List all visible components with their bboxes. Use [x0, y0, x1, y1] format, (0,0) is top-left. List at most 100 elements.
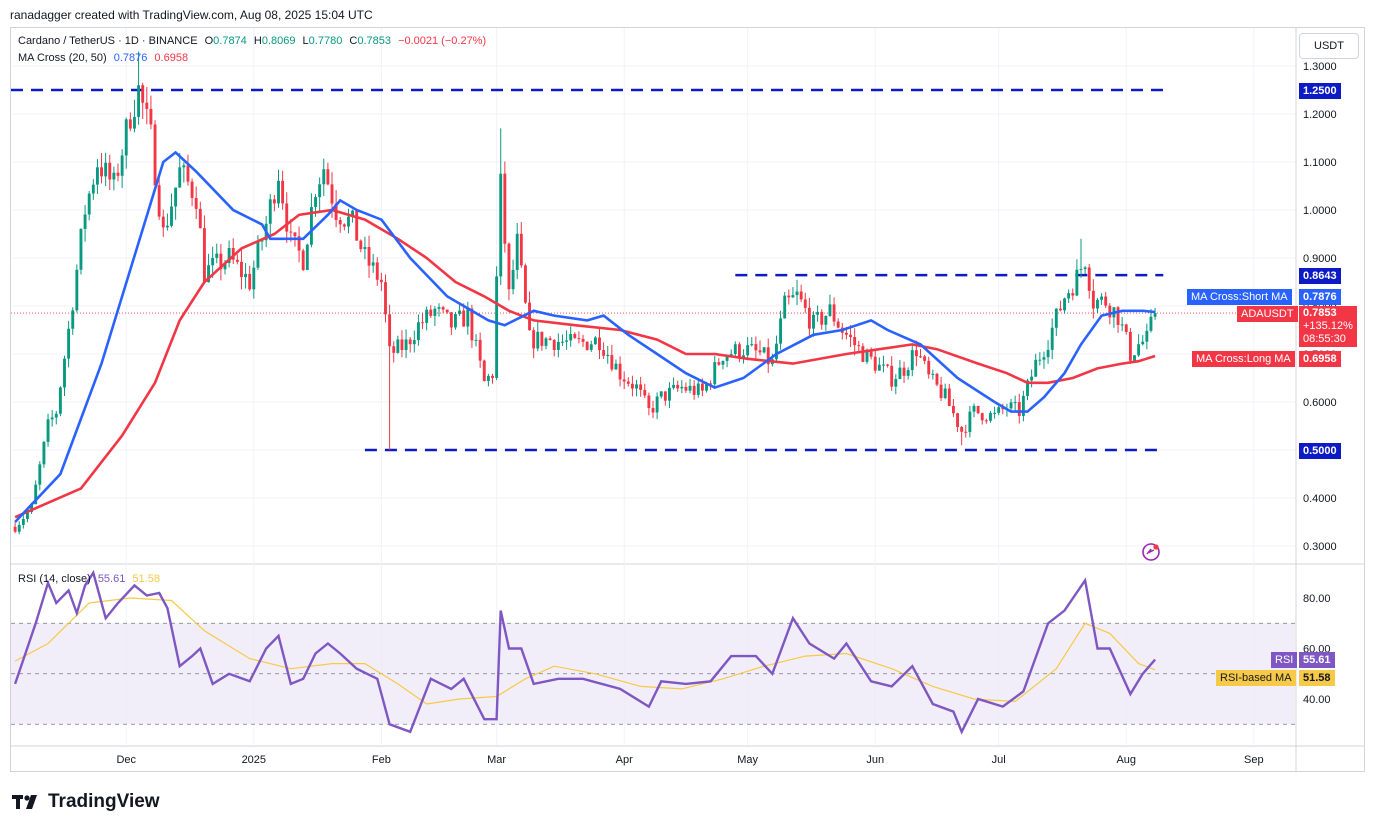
candle-body	[305, 244, 309, 271]
candle-body	[388, 314, 392, 347]
candle-body	[869, 349, 873, 357]
candle-body	[766, 347, 770, 365]
candle-body	[227, 247, 231, 264]
rsi-price-tag: 55.61	[1299, 652, 1335, 668]
candle-body	[980, 413, 984, 421]
candle-body	[589, 344, 593, 350]
candle-body	[787, 295, 791, 298]
candle-body	[902, 367, 906, 376]
candle-body	[1071, 293, 1075, 296]
rsi-indicator-name[interactable]: RSI (14, close)	[18, 573, 91, 585]
candle-body	[1017, 402, 1021, 416]
ma-legend: MA Cross (20, 50) 0.7876 0.6958	[18, 52, 192, 64]
candle-body	[1153, 313, 1157, 317]
candle-body	[923, 356, 927, 361]
time-tick-label: May	[737, 754, 758, 766]
current-price-tag: 0.7853 +135.12% 08:55:30	[1299, 306, 1357, 347]
candle-body	[194, 197, 198, 209]
candle-body	[561, 341, 564, 343]
ma-long-price-tag: 0.6958	[1299, 351, 1341, 367]
candle-body	[67, 328, 71, 359]
candle-body	[696, 383, 700, 395]
candle-body	[943, 388, 947, 399]
candle-body	[91, 184, 95, 194]
ma-short-value: 0.7876	[113, 52, 148, 64]
candle-body	[289, 231, 293, 233]
ma-indicator-name[interactable]: MA Cross (20, 50)	[18, 52, 107, 64]
candle-body	[894, 379, 898, 387]
candle-body	[836, 321, 840, 328]
price-tick-label: 1.0000	[1303, 205, 1337, 217]
candle-body	[495, 276, 499, 378]
currency-button[interactable]: USDT	[1299, 33, 1359, 59]
chart-frame	[10, 27, 1365, 772]
candle-body	[252, 267, 256, 290]
candle-body	[1038, 359, 1042, 361]
candle-body	[248, 273, 252, 290]
candle-body	[503, 173, 507, 244]
candle-body	[1075, 269, 1079, 296]
ma-long-value: 0.6958	[154, 52, 189, 64]
candle-body	[347, 216, 350, 227]
candle-body	[272, 199, 276, 204]
candle-body	[927, 360, 931, 375]
ma-short-line[interactable]	[14, 150, 1156, 523]
high-value: 0.8069	[261, 35, 296, 47]
candle-body	[1046, 349, 1050, 358]
close-label: C	[349, 35, 358, 47]
candle-body	[95, 167, 99, 185]
candle-body	[153, 124, 157, 186]
candle-body	[75, 269, 79, 311]
candle-body	[523, 265, 527, 303]
candle-body	[1026, 380, 1029, 396]
ma-long-line[interactable]	[14, 208, 1156, 519]
candle-body	[342, 224, 346, 227]
candle-body	[528, 302, 531, 331]
symbol-title[interactable]: Cardano / TetherUS · 1D · BINANCE	[18, 35, 198, 47]
candle-body	[1100, 296, 1104, 300]
candle-body	[643, 389, 647, 396]
ma-long-label-tag: MA Cross:Long MA	[1192, 351, 1295, 367]
candle-body	[87, 193, 91, 215]
candle-body	[873, 356, 877, 371]
candle-body	[1108, 305, 1112, 318]
candle-body	[849, 334, 852, 338]
open-value: 0.7874	[213, 35, 247, 47]
candle-body	[145, 102, 149, 109]
candle-body	[1054, 308, 1058, 328]
rsi-ma-price-tag: 51.58	[1299, 670, 1335, 686]
candle-body	[128, 119, 132, 129]
candle-body	[1083, 267, 1087, 270]
candle-body	[277, 180, 280, 204]
candle-body	[692, 385, 696, 395]
candle-body	[997, 407, 1001, 413]
candle-body	[972, 405, 976, 412]
candle-body	[548, 338, 552, 341]
candle-body	[34, 484, 38, 505]
candle-body	[371, 262, 375, 266]
current-price-change: +135.12%	[1303, 320, 1353, 332]
candle-body	[832, 304, 836, 322]
candle-body	[989, 412, 992, 421]
candle-body	[663, 391, 667, 401]
candle-body	[951, 405, 955, 414]
time-tick-label: Jul	[992, 754, 1006, 766]
candle-body	[478, 339, 482, 361]
candle-body	[610, 355, 614, 370]
candle-body	[408, 339, 412, 345]
time-tick-label: Mar	[487, 754, 506, 766]
candle-body	[779, 318, 783, 344]
rsi-line[interactable]	[13, 569, 1157, 735]
candle-body	[120, 155, 124, 176]
candle-body	[910, 350, 914, 371]
candle-body	[598, 337, 601, 351]
candle-body	[614, 363, 618, 370]
candle-body	[359, 240, 363, 250]
candle-body	[914, 350, 918, 357]
ma-short-label-tag: MA Cross:Short MA	[1187, 289, 1292, 305]
candle-body	[552, 340, 556, 350]
candle-body	[898, 367, 902, 380]
candle-body	[445, 309, 449, 313]
alert-icon[interactable]	[1140, 541, 1162, 568]
